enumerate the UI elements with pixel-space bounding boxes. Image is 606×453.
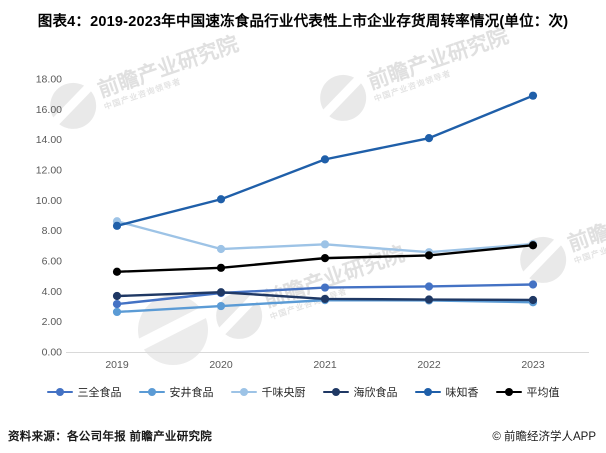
data-point-平均值-2023: [528, 241, 538, 250]
legend-label: 安井食品: [169, 387, 214, 399]
data-point-千味央厨-2021: [320, 240, 330, 249]
y-axis-tick-label: 8.00: [42, 225, 63, 237]
source-note: 资料来源：各公司年报 前瞻产业研究院: [8, 431, 213, 443]
data-point-海欣食品-2020: [216, 288, 226, 297]
y-axis-tick-label: 6.00: [42, 256, 63, 268]
copyright-note: © 前瞻经济学人APP: [492, 431, 596, 443]
y-axis-tick-label: 4.00: [42, 286, 63, 298]
data-point-平均值-2019: [112, 267, 122, 276]
legend-marker-icon: [138, 387, 165, 397]
data-point-海欣食品-2023: [528, 295, 538, 305]
data-point-三全食品-2019: [112, 299, 122, 309]
y-axis-tick-label: 18.00: [36, 74, 62, 86]
legend-label: 平均值: [526, 387, 560, 399]
legend-label: 千味央厨: [261, 387, 306, 399]
legend-marker-icon: [46, 387, 73, 397]
x-axis-tick-label: 2019: [105, 359, 129, 371]
data-point-平均值-2020: [216, 263, 226, 272]
data-point-安井食品-2020: [216, 301, 226, 311]
legend-marker-icon: [495, 387, 522, 397]
chart-legend: 三全食品 安井食品 千味央厨 海欣食品 味知香 平均值: [0, 384, 606, 400]
data-point-味知香-2020: [216, 195, 226, 204]
data-point-平均值-2022: [424, 251, 434, 260]
data-point-味知香-2022: [424, 134, 434, 143]
y-axis-tick-label: 10.00: [36, 195, 62, 207]
y-axis-tick-label: 16.00: [36, 104, 62, 116]
legend-item-平均值: 平均值: [495, 384, 560, 400]
data-point-海欣食品-2022: [424, 295, 434, 304]
data-point-平均值-2021: [320, 254, 330, 263]
x-axis-tick-label: 2022: [417, 359, 441, 371]
data-point-海欣食品-2021: [320, 294, 330, 304]
legend-marker-icon: [322, 387, 349, 397]
legend-marker-icon: [230, 387, 257, 397]
data-point-三全食品-2022: [424, 282, 434, 291]
data-point-味知香-2019: [112, 221, 122, 230]
data-point-味知香-2023: [528, 91, 538, 100]
legend-item-安井食品: 安井食品: [138, 384, 214, 400]
data-point-安井食品-2019: [112, 307, 122, 317]
legend-label: 味知香: [445, 387, 479, 399]
legend-marker-icon: [414, 387, 441, 397]
page-title: 图表4：2019-2023年中国速冻食品行业代表性上市企业存货周转率情况(单位：…: [37, 14, 569, 30]
legend-item-三全食品: 三全食品: [46, 384, 122, 400]
legend-item-味知香: 味知香: [414, 384, 479, 400]
legend-label: 三全食品: [77, 387, 122, 399]
legend-item-海欣食品: 海欣食品: [322, 384, 398, 400]
data-point-三全食品-2023: [528, 280, 538, 289]
y-axis-tick-label: 2.00: [42, 316, 63, 328]
y-axis-tick-label: 0.00: [42, 347, 63, 359]
y-axis-tick-label: 12.00: [36, 165, 62, 177]
legend-item-千味央厨: 千味央厨: [230, 384, 306, 400]
y-axis-tick-label: 14.00: [36, 134, 62, 146]
data-point-三全食品-2021: [320, 283, 330, 292]
x-axis-tick-label: 2020: [209, 359, 233, 371]
data-point-千味央厨-2020: [216, 244, 226, 254]
x-axis-tick-label: 2023: [521, 359, 545, 371]
data-point-味知香-2021: [320, 155, 330, 164]
legend-label: 海欣食品: [353, 387, 398, 399]
data-point-海欣食品-2019: [112, 291, 122, 301]
x-axis-tick-label: 2021: [313, 359, 337, 371]
